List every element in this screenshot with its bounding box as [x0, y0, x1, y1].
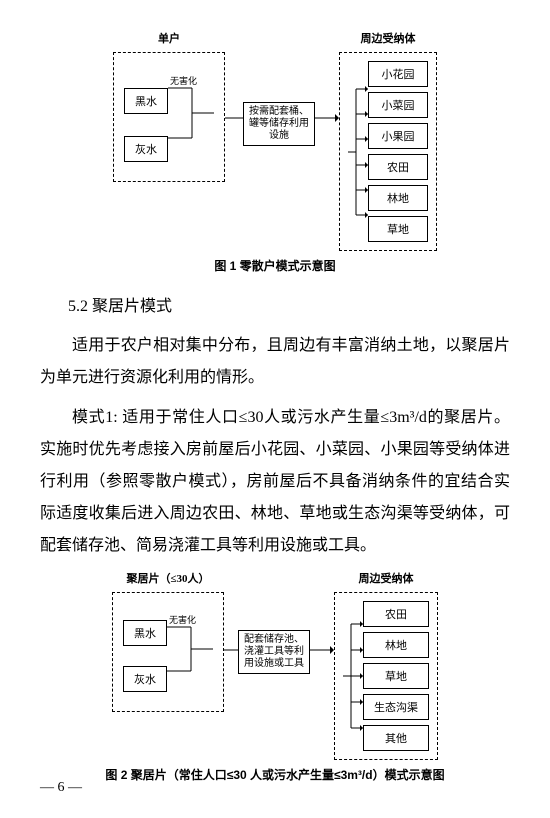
fig1-receptor: 林地: [368, 185, 428, 211]
figure-1-inner: 单户 黑水 灰水 无害化: [113, 30, 437, 251]
fig1-left-dashed: 黑水 灰水 无害化: [113, 52, 225, 182]
fig2-mid-line-wrap: [224, 620, 238, 680]
fig2-mid-line: [224, 620, 238, 680]
fig2-greywater: 灰水: [123, 666, 167, 692]
fig2-left-dashed: 黑水 灰水 无害化: [112, 592, 224, 712]
fig1-receptor: 小花园: [368, 61, 428, 87]
fig2-receptor: 林地: [363, 632, 429, 658]
figure-1-diagram: 单户 黑水 灰水 无害化: [40, 30, 510, 251]
fig2-right-dashed: 农田 林地 草地 生态沟渠 其他: [334, 592, 438, 760]
fig2-harmless-text: 无害化: [169, 615, 196, 625]
page-number: — 6 —: [40, 780, 82, 796]
fig1-blackwater: 黑水: [124, 88, 168, 114]
fig1-harmless-text: 无害化: [170, 76, 197, 86]
fig1-left-inner: 黑水 灰水 无害化: [124, 70, 214, 162]
fig2-left-connector: 无害化: [167, 615, 213, 687]
fig1-left-group: 单户 黑水 灰水 无害化: [113, 30, 225, 182]
fig1-mid-arrow: [315, 88, 339, 148]
fig1-right-boxes: 小花园 小菜园 小果园 农田 林地 草地: [368, 61, 428, 242]
fig1-mid-wrap: 按需配套桶、罐等储存利用设施: [243, 102, 315, 146]
figure-2-diagram: 聚居片（≤30人） 黑水 灰水 无害化: [40, 570, 510, 760]
figure-2-inner: 聚居片（≤30人） 黑水 灰水 无害化: [112, 570, 438, 760]
fig1-receptor: 草地: [368, 216, 428, 242]
fig2-receptor: 其他: [363, 725, 429, 751]
fig2-left-group: 聚居片（≤30人） 黑水 灰水 无害化: [112, 570, 224, 712]
fig2-mid-wrap: 配套储存池、浇灌工具等利用设施或工具: [238, 630, 310, 674]
fig2-left-title: 聚居片（≤30人）: [126, 570, 209, 586]
fig1-left-boxes: 黑水 灰水: [124, 70, 168, 162]
fig1-right-inner: 小花园 小菜园 小果园 农田 林地 草地: [348, 61, 428, 242]
fig2-receptor: 草地: [363, 663, 429, 689]
fig2-receptor: 农田: [363, 601, 429, 627]
fig1-receptor: 小果园: [368, 123, 428, 149]
fig2-mid-arrow: [310, 620, 334, 680]
fig1-mid-line: [225, 88, 243, 148]
fig2-mid-box: 配套储存池、浇灌工具等利用设施或工具: [238, 630, 310, 674]
fig1-mid-box: 按需配套桶、罐等储存利用设施: [243, 102, 315, 146]
fig2-receptor: 生态沟渠: [363, 694, 429, 720]
fig1-greywater: 灰水: [124, 136, 168, 162]
section-5-2-heading: 5.2 聚居片模式: [68, 292, 510, 316]
fig2-mid-arrow-wrap: [310, 620, 334, 680]
fig2-right-title: 周边受纳体: [359, 570, 414, 586]
paragraph-1: 适用于农户相对集中分布，且周边有丰富消纳土地，以聚居片为单元进行资源化利用的情形…: [40, 330, 510, 394]
figure-2-caption: 图 2 聚居片（常住人口≤30 人或污水产生量≤3m³/d）模式示意图: [40, 766, 510, 783]
fig1-left-connector: 无害化: [168, 76, 214, 156]
paragraph-2: 模式1: 适用于常住人口≤30人或污水产生量≤3m³/d的聚居片。实施时优先考虑…: [40, 402, 510, 562]
fig1-left-title: 单户: [158, 30, 180, 46]
fig1-mid-arrow-wrap: [315, 88, 339, 148]
fig1-right-title: 周边受纳体: [361, 30, 416, 46]
fig2-right-fanlines: [343, 612, 363, 740]
fig1-right-dashed: 小花园 小菜园 小果园 农田 林地 草地: [339, 52, 437, 251]
fig2-blackwater: 黑水: [123, 620, 167, 646]
fig1-receptor: 农田: [368, 154, 428, 180]
page-number-value: 6: [58, 780, 65, 795]
fig1-right-fanlines: [348, 77, 368, 227]
fig1-middle: [225, 88, 243, 148]
fig2-left-inner: 黑水 灰水 无害化: [123, 610, 213, 692]
fig2-right-boxes: 农田 林地 草地 生态沟渠 其他: [363, 601, 429, 751]
fig2-left-boxes: 黑水 灰水: [123, 610, 167, 692]
figure-1-caption: 图 1 零散户模式示意图: [40, 257, 510, 274]
fig2-right-inner: 农田 林地 草地 生态沟渠 其他: [343, 601, 429, 751]
fig2-right-group: 周边受纳体: [334, 570, 438, 760]
fig1-right-group: 周边受纳体: [339, 30, 437, 251]
fig1-receptor: 小菜园: [368, 92, 428, 118]
